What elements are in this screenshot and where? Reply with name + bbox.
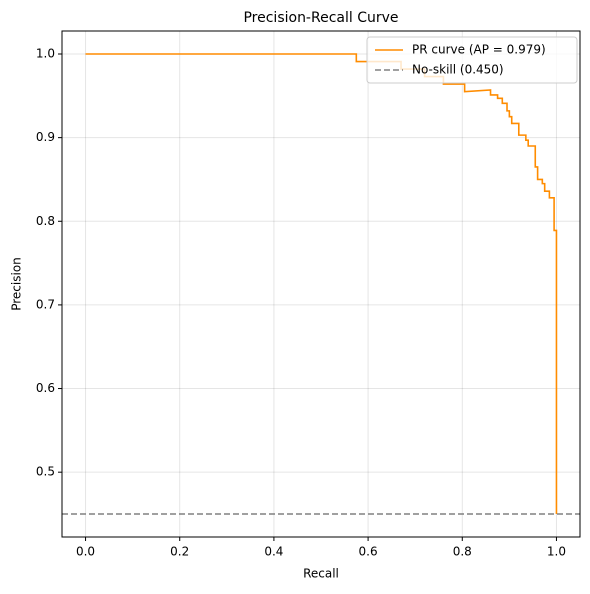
legend-box bbox=[366, 36, 578, 84]
y-axis-label: Precision bbox=[10, 257, 24, 311]
y-tick-label: 0.8 bbox=[36, 214, 55, 228]
y-tick-label: 0.9 bbox=[36, 130, 55, 144]
y-tick-label: 0.6 bbox=[36, 381, 55, 395]
chart-title: Precision-Recall Curve bbox=[243, 10, 398, 26]
y-tick-label: 1.0 bbox=[36, 47, 55, 61]
x-tick-label: 0.6 bbox=[359, 545, 378, 559]
x-tick-label: 0.4 bbox=[264, 545, 283, 559]
x-tick-label: 0.8 bbox=[453, 545, 472, 559]
legend-label: PR curve (AP = 0.979) bbox=[412, 43, 546, 57]
x-tick-label: 1.0 bbox=[547, 545, 566, 559]
x-tick-label: 0.2 bbox=[170, 545, 189, 559]
y-tick-label: 0.7 bbox=[36, 297, 55, 311]
x-axis-label: Recall bbox=[303, 567, 339, 581]
plot-frame bbox=[61, 30, 581, 538]
legend-label: No-skill (0.450) bbox=[412, 63, 504, 77]
x-tick-label: 0.0 bbox=[76, 545, 95, 559]
y-tick-label: 0.5 bbox=[36, 465, 55, 479]
